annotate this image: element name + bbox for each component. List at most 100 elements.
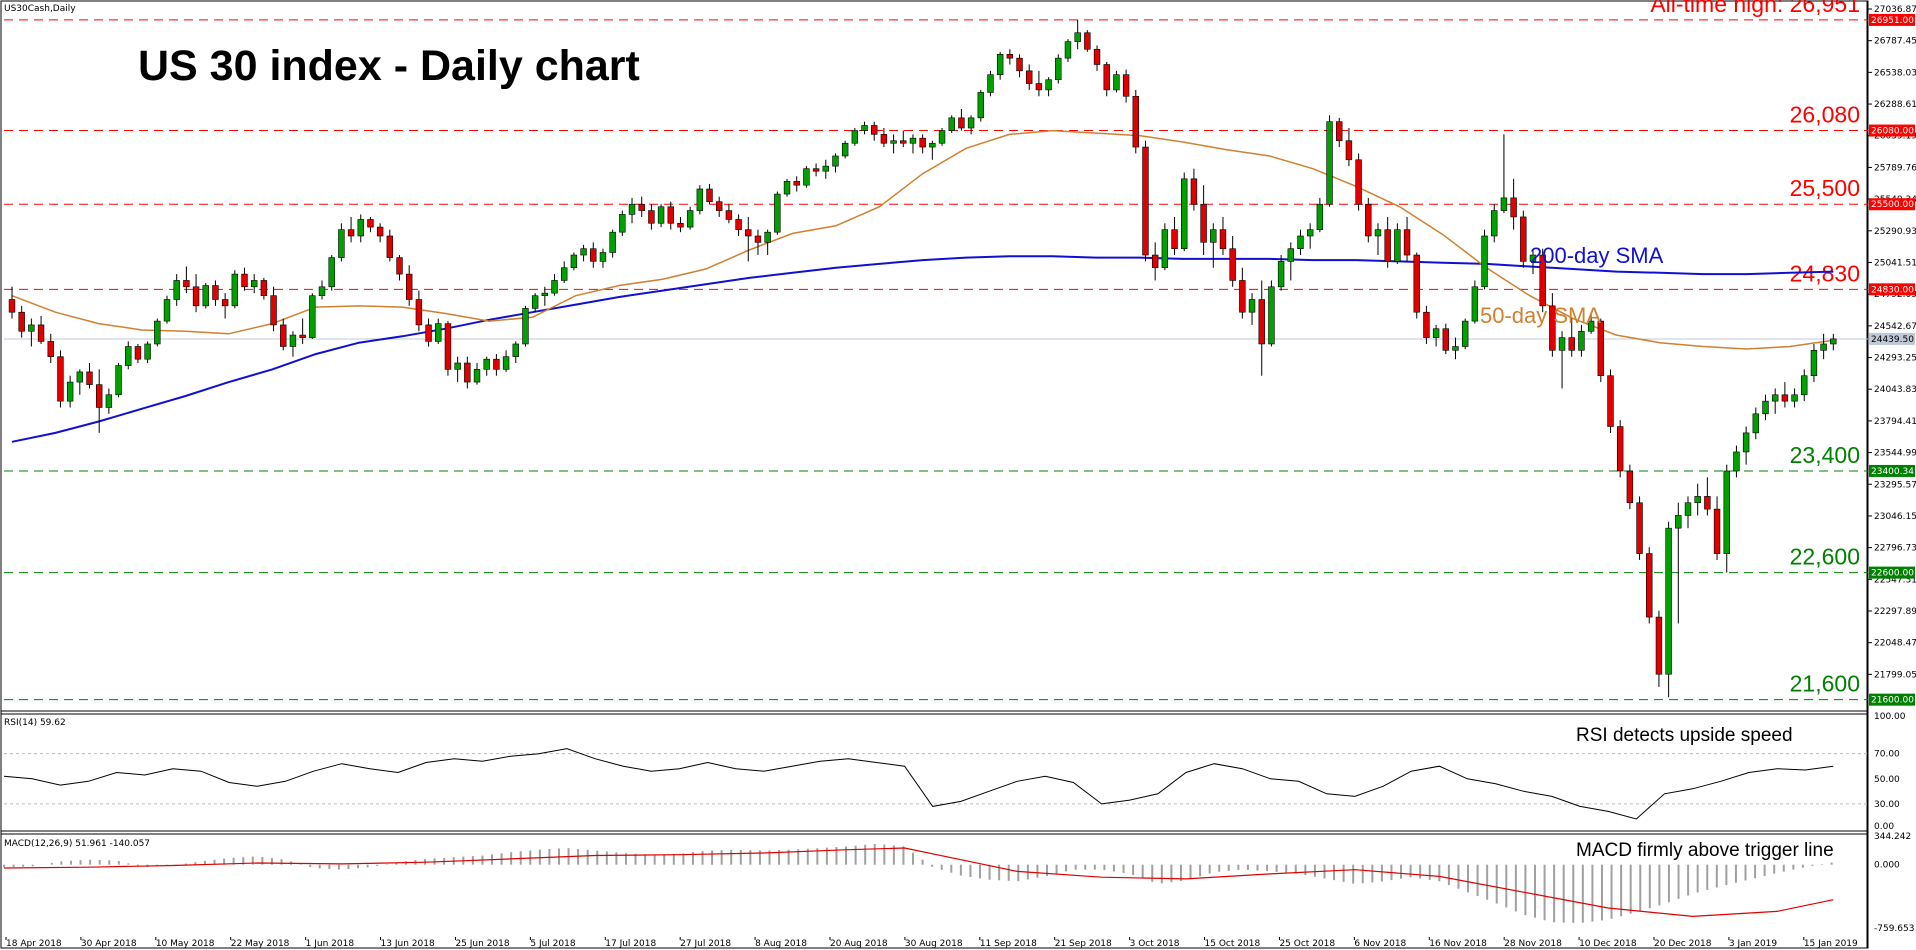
y-tick-label: 26039.19 (1874, 132, 1916, 142)
candle (1384, 216, 1391, 268)
candle (1655, 610, 1663, 687)
candle (822, 159, 829, 179)
macd-title: MACD(12,26,9) 51.961 -140.057 (4, 839, 150, 849)
candle-body (938, 130, 946, 144)
candle-body (47, 341, 54, 357)
candle-body (1074, 32, 1081, 42)
candle (638, 196, 645, 217)
candle (1161, 223, 1169, 271)
candle-body (570, 254, 578, 269)
candle-body (1684, 502, 1692, 516)
candle (435, 318, 442, 344)
candle-body (1316, 203, 1324, 230)
candle (841, 140, 849, 159)
candle (260, 277, 268, 300)
candle-body (105, 394, 113, 408)
candle-body (328, 257, 335, 288)
candle (522, 305, 529, 347)
candle (105, 388, 113, 414)
candle (1229, 235, 1236, 287)
candle-body (1655, 616, 1663, 675)
candle-body (367, 219, 374, 228)
x-tick-label: 10 Dec 2018 (1579, 939, 1637, 949)
candle (1103, 61, 1110, 97)
current-price-label: 24439.50 (1871, 335, 1914, 345)
candle (1810, 343, 1818, 383)
candle-body (861, 125, 868, 131)
candle-body (560, 267, 568, 281)
candle (444, 321, 452, 376)
y-tick-label: 22796.73 (1874, 544, 1916, 554)
candle-body (386, 235, 394, 258)
candle-body (95, 384, 103, 408)
candle (570, 252, 578, 271)
candle-body (280, 324, 287, 347)
candle-body (977, 92, 984, 119)
x-tick-label: 20 Aug 2018 (830, 939, 888, 949)
candle (1151, 242, 1159, 281)
candle (706, 183, 713, 205)
candle (1016, 54, 1023, 78)
x-tick-label: 13 Jun 2018 (381, 939, 435, 949)
candle (1820, 333, 1827, 360)
level-annotation: 23,400 (1790, 442, 1860, 468)
candle (1277, 255, 1285, 291)
x-tick-label: 6 Nov 2018 (1354, 939, 1406, 949)
candle (115, 363, 122, 398)
level-tag (1869, 283, 1915, 296)
candle-body (745, 229, 752, 237)
candle (173, 274, 180, 306)
candle (1055, 54, 1062, 84)
candle-body (783, 181, 791, 195)
level-tag (1869, 198, 1915, 211)
y-tick-label: 22048.47 (1874, 639, 1916, 649)
candle-body (599, 252, 607, 262)
candle-body (1016, 57, 1023, 72)
candle-body (231, 273, 239, 307)
level-tag-label: 25500.00 (1871, 200, 1914, 210)
candle (299, 318, 306, 344)
level-lines: All-time high: 26,95126,08025,50024,8302… (4, 0, 1868, 701)
chart-title: US 30 index - Daily chart (138, 42, 640, 90)
candle (415, 290, 423, 332)
candle (28, 318, 35, 347)
candle (1791, 388, 1798, 408)
level-annotation: 22,600 (1790, 544, 1860, 570)
candle-body (464, 362, 471, 383)
candle (231, 270, 239, 309)
candle (686, 206, 694, 230)
candle (1413, 252, 1420, 319)
candle-body (1665, 527, 1672, 675)
candle-body (900, 140, 907, 144)
candle (1675, 502, 1682, 624)
candle-body (1578, 330, 1585, 351)
candle-body (657, 206, 665, 224)
candle (832, 153, 839, 173)
rsi-tick-label: 0.00 (1874, 822, 1894, 832)
y-tick-label: 26787.45 (1874, 37, 1916, 47)
candle (803, 166, 810, 188)
candle (619, 210, 626, 236)
candle-body (28, 324, 35, 332)
candle-body (309, 295, 316, 338)
candle-body (18, 311, 25, 332)
candle-body (512, 343, 519, 357)
candle-body (1626, 470, 1634, 504)
candle (95, 369, 103, 433)
candle-body (1549, 305, 1556, 351)
y-tick-label: 25290.93 (1874, 227, 1916, 237)
candle-body (1529, 254, 1537, 262)
candle-body (1733, 451, 1740, 472)
candle (1801, 369, 1808, 402)
candle (900, 130, 907, 148)
candle (1045, 77, 1052, 97)
candle (1345, 128, 1353, 167)
macd-tick-label: -759.653 (1874, 924, 1914, 934)
candle-body (318, 286, 326, 296)
candle-body (1403, 229, 1411, 256)
candle (386, 229, 394, 262)
candle (1394, 223, 1401, 264)
candle-body (37, 324, 45, 342)
candle-body (270, 295, 277, 326)
